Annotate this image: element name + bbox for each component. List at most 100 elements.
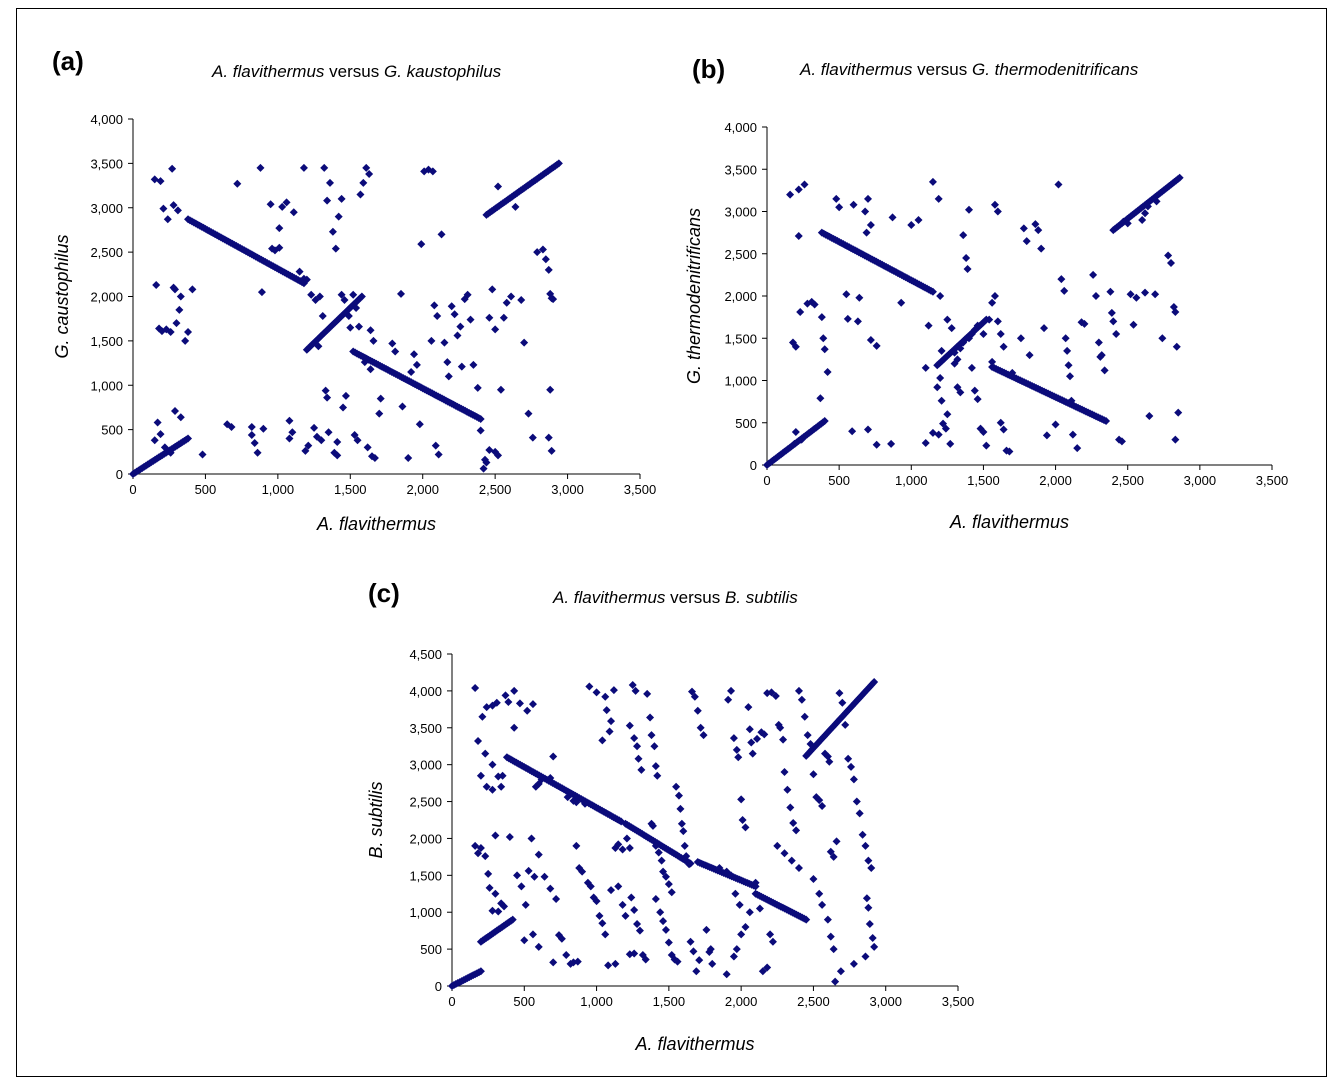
y-tick-label: 1,000 xyxy=(724,374,757,389)
data-point xyxy=(463,290,472,299)
data-point xyxy=(328,227,337,236)
y-tick-label: 0 xyxy=(750,458,757,473)
data-point xyxy=(437,230,446,239)
data-point xyxy=(366,365,375,374)
y-tick-label: 2,000 xyxy=(409,831,442,846)
title-species-1: A. flavithermus xyxy=(800,60,913,79)
data-point xyxy=(767,688,776,697)
data-point xyxy=(356,190,365,199)
data-point xyxy=(659,917,668,926)
data-point xyxy=(722,970,731,979)
figure-frame xyxy=(16,8,1327,1077)
y-tick-label: 3,500 xyxy=(409,721,442,736)
data-point xyxy=(1171,308,1180,317)
data-point xyxy=(614,882,623,891)
data-point xyxy=(625,950,634,959)
data-point xyxy=(481,852,490,861)
data-point xyxy=(491,325,500,334)
data-point xyxy=(304,441,313,450)
data-point xyxy=(1126,290,1135,299)
data-point xyxy=(333,451,342,460)
data-point xyxy=(447,302,456,311)
data-point xyxy=(404,454,413,463)
data-point xyxy=(275,243,284,252)
x-tick-label: 3,000 xyxy=(1184,473,1217,488)
data-point xyxy=(621,911,630,920)
x-tick-label: 1,000 xyxy=(262,482,295,497)
data-point xyxy=(176,292,185,301)
data-point xyxy=(864,903,873,912)
data-point xyxy=(656,908,665,917)
x-tick-label: 1,500 xyxy=(967,473,1000,488)
data-point xyxy=(990,200,999,209)
data-point xyxy=(607,717,616,726)
data-point xyxy=(507,292,516,301)
data-point xyxy=(479,464,488,473)
data-point xyxy=(861,207,870,216)
y-tick-label: 500 xyxy=(101,423,123,438)
data-point xyxy=(1089,270,1098,279)
data-point xyxy=(434,450,443,459)
data-point xyxy=(956,344,965,353)
data-point xyxy=(339,403,348,412)
data-point xyxy=(641,955,650,964)
data-point xyxy=(820,417,829,426)
data-point xyxy=(864,425,872,434)
data-point xyxy=(456,322,465,331)
data-point xyxy=(738,816,747,824)
data-point xyxy=(979,330,988,339)
data-point xyxy=(1005,447,1014,456)
data-point xyxy=(302,275,311,284)
data-point xyxy=(1152,197,1161,206)
data-point xyxy=(1040,324,1049,333)
data-point xyxy=(818,900,827,909)
data-point xyxy=(835,203,844,212)
data-point xyxy=(867,863,876,872)
data-point xyxy=(815,889,824,898)
data-point xyxy=(679,827,688,836)
data-point xyxy=(809,770,818,779)
panel-label-a: (a) xyxy=(52,46,84,76)
data-point xyxy=(388,339,397,348)
data-point xyxy=(549,752,558,761)
data-point xyxy=(625,844,634,853)
data-point xyxy=(1057,275,1066,284)
data-point xyxy=(500,902,509,911)
panel-label-b: (b) xyxy=(692,54,726,84)
data-point xyxy=(494,451,503,460)
data-point xyxy=(184,328,193,336)
data-point xyxy=(790,439,799,448)
data-point xyxy=(546,385,555,394)
data-point xyxy=(763,963,772,972)
data-point xyxy=(780,768,789,777)
data-point xyxy=(732,745,741,754)
data-point xyxy=(370,454,379,463)
data-point xyxy=(934,430,943,439)
y-axis-title: B. subtilis xyxy=(366,781,386,858)
data-point xyxy=(1042,431,1051,440)
data-point xyxy=(469,360,478,369)
data-point xyxy=(729,734,738,743)
data-point xyxy=(862,894,871,903)
data-point xyxy=(866,335,875,344)
data-point xyxy=(803,731,812,740)
data-point xyxy=(540,872,549,881)
panel-title-b: A. flavithermus versus G. thermodenitrif… xyxy=(800,60,1138,80)
data-point xyxy=(820,345,829,354)
data-point xyxy=(534,942,543,951)
x-tick-label: 3,000 xyxy=(551,482,584,497)
y-tick-label: 1,000 xyxy=(90,378,123,393)
data-point xyxy=(648,821,657,830)
data-point xyxy=(396,289,405,298)
data-point xyxy=(745,725,754,734)
data-point xyxy=(826,847,835,856)
data-point xyxy=(585,682,594,691)
data-point xyxy=(794,232,803,241)
y-tick-label: 3,500 xyxy=(90,156,123,171)
data-point xyxy=(685,860,694,869)
data-point xyxy=(680,841,689,850)
data-point xyxy=(1138,215,1147,224)
data-point xyxy=(605,727,614,736)
data-point xyxy=(643,689,652,698)
data-point xyxy=(476,414,485,423)
